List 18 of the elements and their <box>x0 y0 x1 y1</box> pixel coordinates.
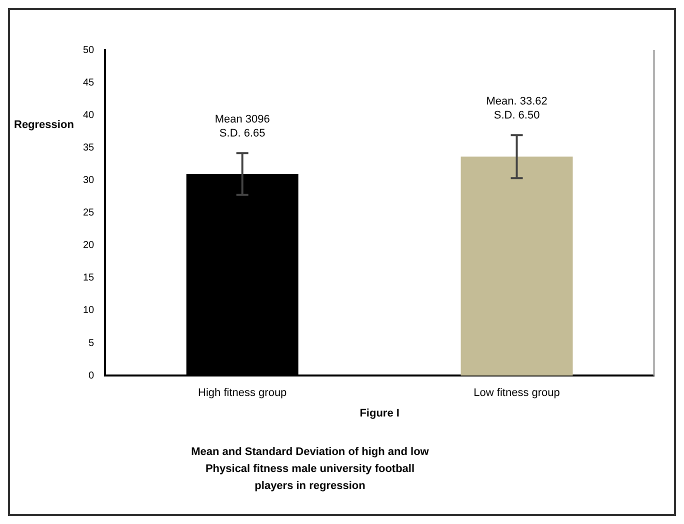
y-tick-label: 35 <box>83 142 95 154</box>
y-axis-title: Regression <box>14 118 74 131</box>
x-tick-label: High fitness group <box>198 387 287 400</box>
y-tick-label: 50 <box>83 44 95 56</box>
y-tick-label: 20 <box>83 240 95 252</box>
data-label: Mean. 33.62 S.D. 6.50 <box>486 96 548 122</box>
y-tick-label: 10 <box>83 305 95 316</box>
y-tick-label: 0 <box>88 370 95 382</box>
y-tick-label: 15 <box>83 272 95 284</box>
text: Mean and Standard Deviation of high and low Physical fitness male university football players in regression <box>191 446 430 492</box>
y-tick-label: 25 <box>83 208 95 219</box>
data-label: Mean 3096 S.D. 6.65 <box>214 114 270 140</box>
x-axis-title: Figure I <box>360 407 400 420</box>
y-tick-label: 45 <box>83 77 95 88</box>
y-tick-label: 5 <box>88 338 95 349</box>
y-tick-label: 30 <box>83 174 95 186</box>
y-tick-label: 40 <box>83 110 95 121</box>
x-tick-label: Low fitness group <box>474 387 560 400</box>
